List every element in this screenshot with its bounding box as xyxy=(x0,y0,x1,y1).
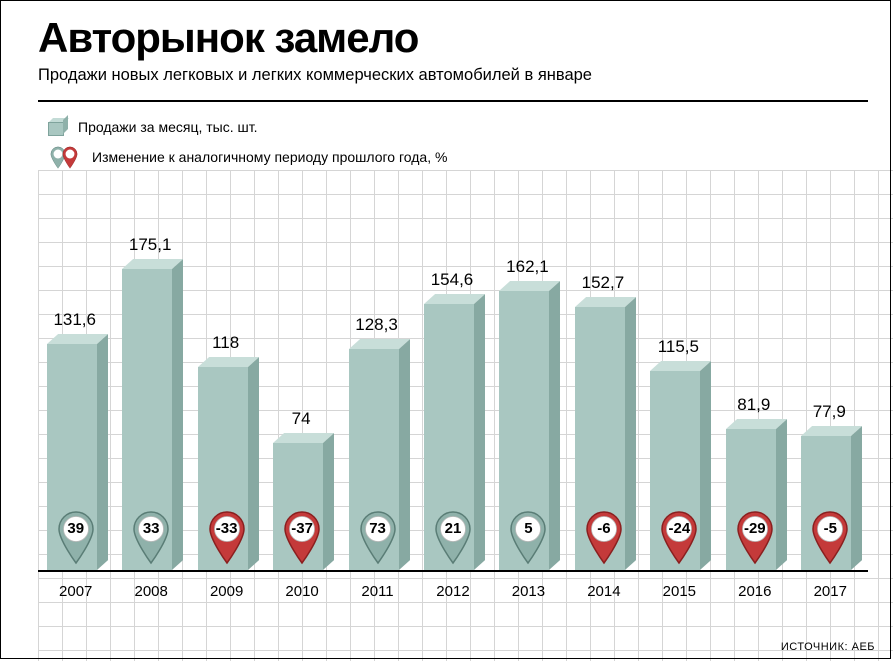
bars-container: 131,639175,133118-3374-37128,373154,6211… xyxy=(38,190,868,570)
source-label: ИСТОЧНИК: АЕБ xyxy=(781,641,875,653)
bar-value-label: 131,6 xyxy=(41,310,109,330)
legend-item-pin: Изменение к аналогичному периоду прошлог… xyxy=(48,145,447,169)
bar-value-label: 115,5 xyxy=(644,337,712,357)
delta-pin-negative: -6 xyxy=(582,511,626,565)
delta-value: -6 xyxy=(582,520,626,537)
bar-slot: 115,5 -24 xyxy=(644,190,714,570)
page-title: Авторынок замело xyxy=(38,14,858,62)
bar-slot: 81,9 -29 xyxy=(720,190,790,570)
bar-value-label: 118 xyxy=(192,333,260,353)
x-axis-labels: 2007 2008 2009 2010 2011 2012 2013 2014 2015 2016… xyxy=(38,583,868,600)
x-label: 2007 xyxy=(41,583,111,600)
x-label: 2017 xyxy=(795,583,865,600)
bar-value-label: 152,7 xyxy=(569,273,637,293)
delta-value: -33 xyxy=(205,520,249,537)
delta-pin-negative: -24 xyxy=(657,511,701,565)
x-label: 2010 xyxy=(267,583,337,600)
x-label: 2016 xyxy=(720,583,790,600)
bar-value-label: 175,1 xyxy=(116,235,184,255)
delta-value: 21 xyxy=(431,520,475,537)
pin-icon xyxy=(48,146,82,168)
bar-value-label: 162,1 xyxy=(493,257,561,277)
delta-pin-negative: -33 xyxy=(205,511,249,565)
delta-value: 33 xyxy=(129,520,173,537)
grid-mask xyxy=(0,0,38,661)
bar-value-label: 128,3 xyxy=(343,315,411,335)
bar-slot: 118 -33 xyxy=(192,190,262,570)
delta-pin-positive: 33 xyxy=(129,511,173,565)
delta-value: -24 xyxy=(657,520,701,537)
bar-slot: 128,3 73 xyxy=(343,190,413,570)
bar-slot: 77,9 -5 xyxy=(795,190,865,570)
delta-pin-positive: 39 xyxy=(54,511,98,565)
legend-bar-label: Продажи за месяц, тыс. шт. xyxy=(78,119,257,135)
x-label: 2012 xyxy=(418,583,488,600)
delta-value: 73 xyxy=(356,520,400,537)
bar-value-label: 81,9 xyxy=(720,395,788,415)
bar-chart: 131,639175,133118-3374-37128,373154,6211… xyxy=(38,190,868,600)
delta-pin-positive: 5 xyxy=(506,511,550,565)
x-label: 2009 xyxy=(192,583,262,600)
bar-slot: 152,7 -6 xyxy=(569,190,639,570)
baseline xyxy=(38,570,868,572)
legend-item-bar: Продажи за месяц, тыс. шт. xyxy=(48,115,447,139)
bar-slot: 162,15 xyxy=(493,190,563,570)
delta-pin-negative: -5 xyxy=(808,511,852,565)
bar-slot: 131,6 39 xyxy=(41,190,111,570)
delta-pin-positive: 73 xyxy=(356,511,400,565)
x-label: 2008 xyxy=(116,583,186,600)
bar-icon xyxy=(48,118,68,136)
delta-pin-positive: 21 xyxy=(431,511,475,565)
header-rule xyxy=(38,100,868,102)
header: Авторынок замело Продажи новых легковых … xyxy=(38,14,858,85)
x-label: 2015 xyxy=(644,583,714,600)
delta-value: -5 xyxy=(808,520,852,537)
bar-slot: 74 -37 xyxy=(267,190,337,570)
bar-slot: 154,6 21 xyxy=(418,190,488,570)
bar-value-label: 77,9 xyxy=(795,402,863,422)
x-label: 2011 xyxy=(343,583,413,600)
delta-value: 5 xyxy=(506,520,550,537)
delta-value: -29 xyxy=(733,520,777,537)
bar-value-label: 74 xyxy=(267,409,335,429)
bar-slot: 175,1 33 xyxy=(116,190,186,570)
legend: Продажи за месяц, тыс. шт. Изменение к а… xyxy=(48,115,447,175)
delta-value: -37 xyxy=(280,520,324,537)
delta-pin-negative: -37 xyxy=(280,511,324,565)
delta-pin-negative: -29 xyxy=(733,511,777,565)
x-label: 2013 xyxy=(493,583,563,600)
x-label: 2014 xyxy=(569,583,639,600)
legend-pin-label: Изменение к аналогичному периоду прошлог… xyxy=(92,149,447,165)
delta-value: 39 xyxy=(54,520,98,537)
page-subtitle: Продажи новых легковых и легких коммерче… xyxy=(38,66,858,85)
bar-value-label: 154,6 xyxy=(418,270,486,290)
